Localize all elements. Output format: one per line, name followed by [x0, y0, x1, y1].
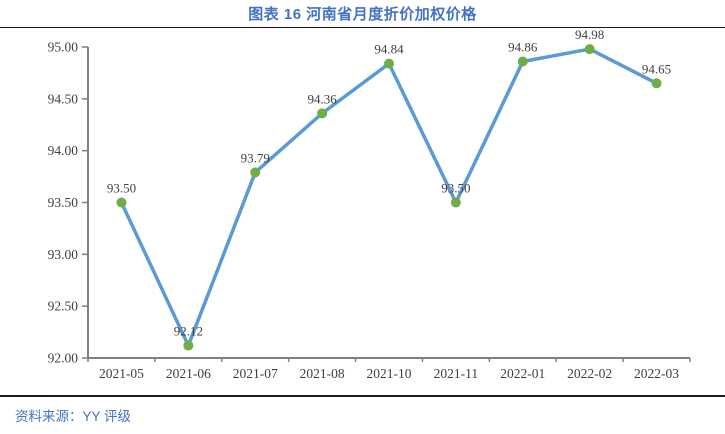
y-tick-label: 92.50 [48, 299, 79, 314]
series-line [119, 47, 659, 348]
data-point-label: 94.84 [374, 42, 404, 57]
data-point-label: 94.86 [508, 40, 538, 55]
y-tick-label: 95.00 [48, 40, 79, 55]
title-divider [0, 27, 725, 28]
data-point-label: 93.50 [441, 181, 470, 196]
data-point-marker [250, 167, 261, 178]
x-tick-label: 2021-11 [434, 366, 479, 381]
y-tick-label: 92.00 [48, 351, 79, 366]
data-point-marker [116, 197, 127, 208]
footer-divider [0, 395, 725, 397]
data-point-marker [651, 78, 662, 89]
y-tick-label: 94.00 [48, 143, 79, 158]
data-point-label: 93.50 [107, 181, 136, 196]
chart-title: 图表 16 河南省月度折价加权价格 [248, 6, 477, 23]
x-tick-label: 2021-05 [99, 366, 144, 381]
line-chart: 92.00 92.50 93.00 93.50 94.00 94.50 95.00 2021-… [48, 30, 691, 381]
x-tick-label: 2021-08 [300, 366, 345, 381]
data-point-marker [517, 56, 528, 67]
x-tick-label: 2022-03 [634, 366, 679, 381]
data-point-marker [183, 340, 194, 351]
x-tick-label: 2021-07 [233, 366, 278, 381]
data-point-marker [584, 44, 595, 55]
x-tick-label: 2022-01 [500, 366, 545, 381]
data-point-label: 93.79 [241, 150, 270, 165]
source-note: 资料来源：YY 评级 [15, 409, 132, 424]
x-tick-label: 2022-02 [567, 366, 612, 381]
y-tick-label: 93.50 [48, 195, 79, 210]
data-point-marker [317, 108, 328, 119]
y-tick-label: 93.00 [48, 247, 79, 262]
x-tick-label: 2021-06 [166, 366, 211, 381]
data-point-label: 94.65 [642, 61, 671, 76]
x-tick-label: 2021-10 [367, 366, 412, 381]
data-point-marker [450, 197, 461, 208]
data-point-label: 94.36 [307, 91, 337, 106]
y-tick-label: 94.50 [48, 91, 79, 106]
data-point-label: 92.12 [174, 324, 203, 339]
data-point-label: 94.98 [575, 30, 604, 42]
data-point-marker [384, 58, 394, 69]
